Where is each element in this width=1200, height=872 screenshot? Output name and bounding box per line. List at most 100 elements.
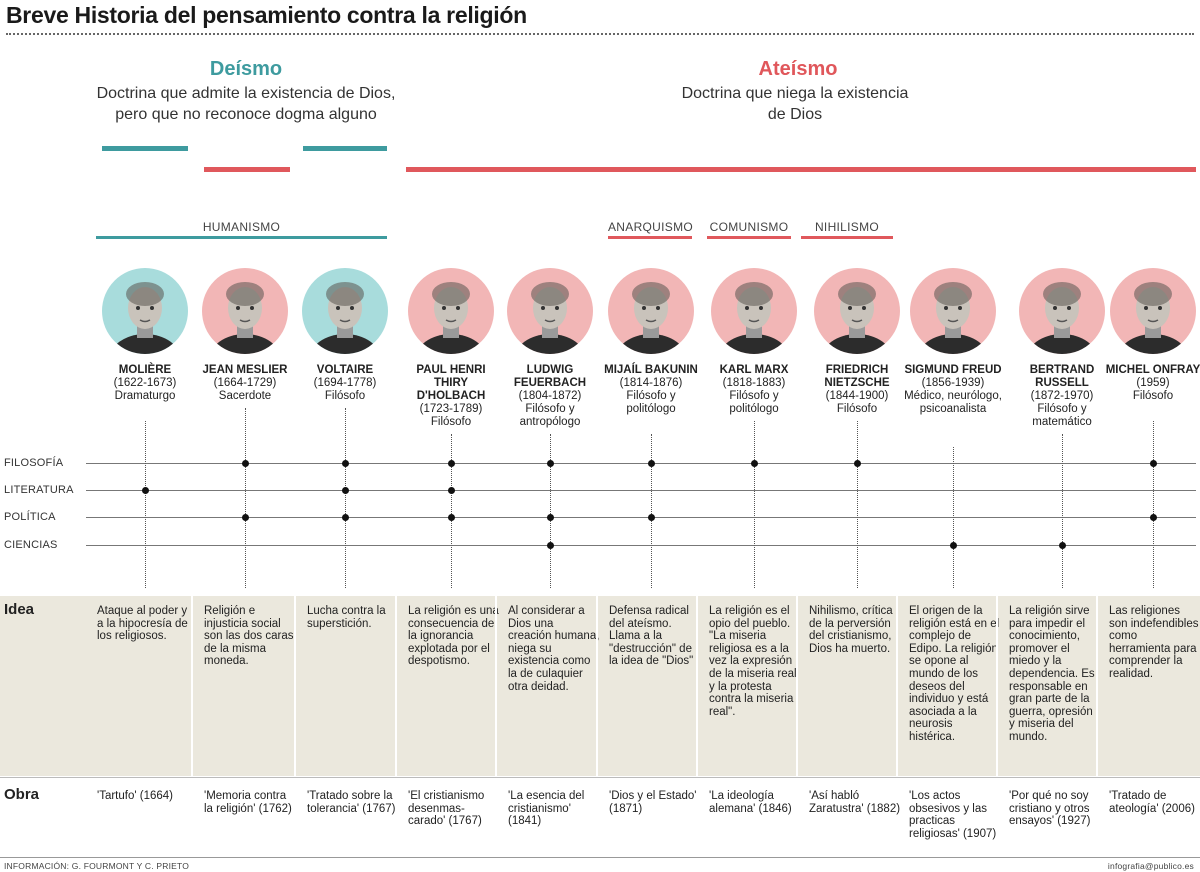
deismo-desc-line1: Doctrina que admite la existencia de Dio…: [96, 85, 396, 102]
person-6-dropline: [651, 434, 652, 588]
person-4-role: Filósofo: [430, 416, 472, 428]
category-label-politica: POLÍTICA: [4, 511, 56, 523]
person-10-idea: La religión sirve para impedir el conoci…: [1009, 605, 1095, 743]
category-line-politica: [86, 517, 1196, 518]
person-6-field-dot: [647, 513, 655, 521]
movement-comunismo-label: COMUNISMO: [709, 220, 789, 234]
person-6-role: Filósofo y politólogo: [626, 390, 676, 415]
person-3-field-dot: [341, 459, 349, 467]
person-8-field-dot: [853, 459, 861, 467]
person-5-name: LUDWIG FEUERBACH: [513, 364, 587, 389]
person-3-name: VOLTAIRE: [316, 364, 374, 376]
person-10-portrait: [1019, 268, 1105, 354]
person-7-dropline: [754, 421, 755, 588]
person-9-name: SIGMUND FREUD: [904, 364, 1002, 376]
person-11-dropline: [1153, 421, 1154, 588]
person-11-field-dot: [1149, 513, 1157, 521]
category-label-ciencias: CIENCIAS: [4, 539, 58, 551]
person-10-dates: (1872-1970): [1030, 390, 1094, 402]
person-2-dates: (1664-1729): [213, 377, 277, 389]
person-3-dropline: [345, 408, 346, 588]
person-7-name: KARL MARX: [719, 364, 789, 376]
person-8-obra: 'Así habló Zaratustra' (1882): [809, 790, 901, 815]
person-5-field-dot: [546, 541, 554, 549]
person-11-idea: Las religiones son indefendibles como he…: [1109, 605, 1199, 680]
person-6-dates: (1814-1876): [619, 377, 683, 389]
person-5-field-dot: [546, 513, 554, 521]
person-11-portrait: [1110, 268, 1196, 354]
credit-contact: infografia@publico.es: [1107, 861, 1194, 871]
person-5-portrait: [507, 268, 593, 354]
category-label-filosofia: FILOSOFÍA: [4, 457, 64, 469]
person-3-portrait: [302, 268, 388, 354]
category-label-literatura: LITERATURA: [4, 484, 74, 496]
person-4-idea: La religión es una consecuencia de la ig…: [408, 605, 499, 668]
person-2-role: Sacerdote: [218, 390, 272, 402]
idea-band: [0, 596, 1200, 776]
movement-anarquismo-line: [608, 236, 692, 239]
column-separator: [596, 596, 598, 776]
credit-source: INFORMACIÓN: G. FOURMONT Y C. PRIETO: [4, 861, 190, 871]
deismo-desc-line2: pero que no reconoce dogma alguno: [115, 106, 377, 123]
person-10-obra: 'Por qué no soy cristiano y otros ensayo…: [1009, 790, 1091, 828]
ateismo-description: Doctrina que niega la existencia de Dios: [595, 83, 995, 125]
person-4-portrait: [408, 268, 494, 354]
person-8-name: FRIEDRICH NIETZSCHE: [824, 364, 890, 389]
person-9-dates: (1856-1939): [921, 377, 985, 389]
category-line-literatura: [86, 490, 1196, 491]
person-7-portrait: [711, 268, 797, 354]
person-4-dates: (1723-1789): [419, 403, 483, 415]
person-8-dropline: [857, 421, 858, 588]
column-separator: [395, 596, 397, 776]
ateismo-desc-line2: de Dios: [767, 106, 823, 123]
column-separator: [1096, 596, 1098, 776]
person-1-obra: 'Tartufo' (1664): [97, 790, 173, 802]
obra-row-heading: Obra: [4, 786, 40, 803]
ateismo-desc-line1: Doctrina que niega la existencia: [681, 85, 909, 102]
movement-comunismo-line: [707, 236, 791, 239]
person-11-name: MICHEL ONFRAY: [1105, 364, 1200, 376]
person-9-field-dot: [949, 541, 957, 549]
person-2-dropline: [245, 408, 246, 588]
person-11-info: MICHEL ONFRAY (1959) Filósofo: [1103, 364, 1200, 403]
column-separator: [191, 596, 193, 776]
column-separator: [495, 596, 497, 776]
person-10-dropline: [1062, 434, 1063, 588]
person-6-field-dot: [647, 459, 655, 467]
person-8-info: FRIEDRICH NIETZSCHE (1844-1900) Filósofo: [807, 364, 907, 416]
person-6-idea: Defensa radical del ateísmo. Llama a la …: [609, 605, 694, 668]
person-9-role: Médico, neurólogo, psicoanalista: [904, 390, 1002, 415]
person-1-idea: Ataque al poder y a la hipocresía de los…: [97, 605, 188, 643]
deismo-description: Doctrina que admite la existencia de Dio…: [46, 83, 446, 125]
person-11-role: Filósofo: [1132, 390, 1174, 402]
person-10-info: BERTRAND RUSSELL (1872-1970) Filósofo y ma…: [1012, 364, 1112, 429]
person-2-info: JEAN MESLIER (1664-1729) Sacerdote: [195, 364, 295, 403]
movement-nihilismo-label: NIHILISMO: [814, 220, 880, 234]
person-2-idea: Religión e injusticia social son las dos…: [204, 605, 294, 668]
movement-humanismo-line: [96, 236, 387, 239]
person-1-name: MOLIÈRE: [118, 364, 172, 376]
person-10-field-dot: [1058, 541, 1066, 549]
person-2-field-dot: [241, 513, 249, 521]
person-1-dates: (1622-1673): [113, 377, 177, 389]
person-9-portrait: [910, 268, 996, 354]
person-4-obra: 'El cristianismo desenmas-carado' (1767): [408, 790, 485, 828]
person-4-name: PAUL HENRI THIRY D'HOLBACH: [416, 364, 486, 402]
deismo-heading: Deísmo: [209, 58, 283, 80]
person-3-field-dot: [341, 486, 349, 494]
person-8-portrait: [814, 268, 900, 354]
person-1-portrait: [102, 268, 188, 354]
person-3-role: Filósofo: [324, 390, 366, 402]
person-11-obra: 'Tratado de ateología' (2006): [1109, 790, 1195, 815]
idea-row-heading: Idea: [4, 601, 35, 618]
person-5-dropline: [550, 434, 551, 588]
person-9-dropline: [953, 447, 954, 588]
person-2-name: JEAN MESLIER: [202, 364, 288, 376]
person-3-idea: Lucha contra la superstición.: [307, 605, 386, 630]
person-5-field-dot: [546, 459, 554, 467]
movement-anarquismo-label: ANARQUISMO: [608, 220, 694, 234]
person-6-obra: 'Dios y el Estado' (1871): [609, 790, 697, 815]
person-11-dates: (1959): [1136, 377, 1170, 389]
person-8-dates: (1844-1900): [825, 390, 889, 402]
column-separator: [294, 596, 296, 776]
